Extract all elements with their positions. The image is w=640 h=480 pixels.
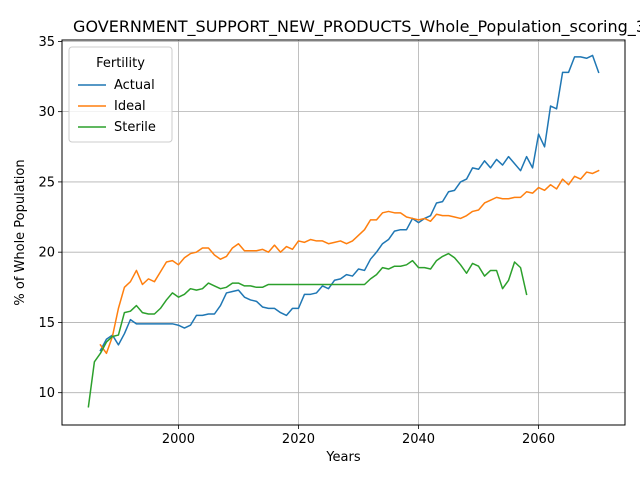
x-tick-label: 2020 <box>282 432 315 447</box>
y-axis-title: % of Whole Population <box>13 159 28 305</box>
series-line-sterile <box>87 252 528 408</box>
y-tick-label: 35 <box>38 35 55 50</box>
x-tick-label: 2060 <box>522 432 555 447</box>
series-line-actual <box>99 54 600 352</box>
legend-label-actual: Actual <box>114 78 155 93</box>
y-tick-label: 20 <box>38 246 55 261</box>
y-tick-label: 10 <box>38 386 55 401</box>
y-tick-label: 30 <box>38 105 55 120</box>
x-tick-label: 2040 <box>402 432 435 447</box>
legend-box <box>68 46 173 143</box>
legend-label-ideal: Ideal <box>114 99 146 114</box>
y-tick-label: 25 <box>38 175 55 190</box>
series-line-ideal <box>99 169 600 355</box>
legend-items: Actual Ideal Sterile <box>78 78 156 135</box>
legend: Fertility Actual Ideal Sterile <box>68 46 173 143</box>
y-axis: 10 15 20 25 30 35 <box>38 35 62 401</box>
x-tick-label: 2000 <box>162 432 195 447</box>
series-layer <box>87 54 600 408</box>
y-tick-label: 15 <box>38 316 55 331</box>
x-axis: 2000 2020 2040 2060 <box>162 425 555 447</box>
plot-frame <box>61 39 626 426</box>
chart-title: GOVERNMENT_SUPPORT_NEW_PRODUCTS_Whole_Po… <box>73 17 640 37</box>
x-axis-title: Years <box>325 450 361 465</box>
legend-label-sterile: Sterile <box>114 120 156 135</box>
legend-title: Fertility <box>96 56 145 71</box>
grid <box>62 40 625 425</box>
